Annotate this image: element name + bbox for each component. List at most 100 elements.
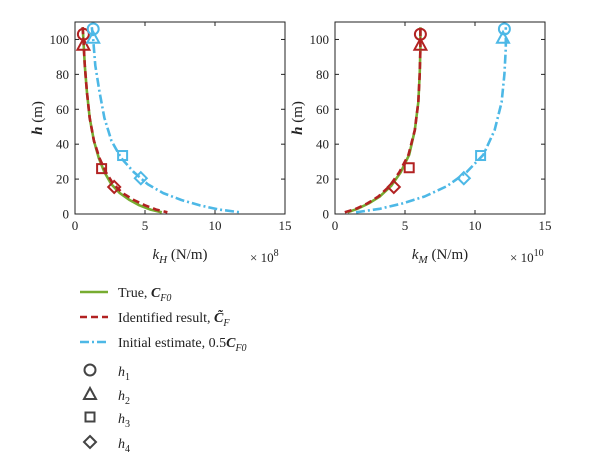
legend-label: Initial estimate, 0.5CF0 (118, 336, 247, 354)
x-axis-label-sub: M (418, 254, 429, 266)
x-axis-label-unit: (N/m) (167, 247, 207, 263)
y-tick-label: 20 (56, 172, 69, 187)
marker-triangle (75, 36, 92, 51)
legend-label: h4 (118, 437, 130, 455)
y-tick-label: 20 (316, 172, 329, 187)
x-tick-label: 15 (539, 218, 552, 233)
legend-subscript: 1 (125, 372, 130, 383)
marker-triangle (495, 29, 511, 44)
legend-subscript: 2 (125, 396, 130, 407)
legend-entry-7: h4 (82, 434, 130, 455)
marker-square (117, 150, 129, 162)
legend-var: h (118, 365, 125, 380)
legend-text: True, (118, 286, 151, 301)
legend-subscript: F0 (234, 343, 246, 354)
x-axis-label: kM (N/m) (412, 247, 468, 266)
y-axis-label-var: h (290, 127, 306, 135)
legend-label: h2 (118, 389, 130, 407)
marker-diamond (456, 170, 472, 186)
legend-text: Identified result, (118, 311, 214, 326)
x-tick-label: 10 (469, 218, 482, 233)
plot-area (344, 27, 508, 214)
legend-var: h (118, 412, 125, 427)
x-axis-label-var: k (152, 247, 159, 263)
legend-label: True, CF0 (118, 286, 171, 304)
legend-marker-triangle (82, 385, 98, 400)
series-line-3 (90, 27, 241, 214)
legend-label: h3 (118, 412, 130, 430)
legend-symbol: C (151, 286, 161, 301)
x-tick-label: 0 (72, 218, 79, 233)
legend-subscript: 4 (125, 444, 130, 455)
x-tick-label: 5 (142, 218, 149, 233)
x-axis-multiplier: × 108 (250, 248, 279, 265)
y-axis-label-unit: (m) (30, 101, 46, 126)
x-multiplier-exponent: 10 (534, 248, 544, 259)
marker-circle (86, 22, 100, 36)
series-line-3 (355, 27, 508, 214)
y-tick-label: 0 (323, 207, 330, 222)
legend-subscript: F (222, 318, 230, 329)
legend-entry-1: True, CF0 (80, 286, 171, 304)
x-multiplier-exponent: 8 (274, 248, 279, 259)
legend-label: h1 (118, 365, 130, 383)
x-multiplier-base: × 10 (510, 250, 534, 265)
y-axis-label: h (m) (290, 101, 306, 135)
marker-square (475, 150, 487, 162)
legend-entry-4: h1 (83, 363, 130, 383)
legend-symbol: C (226, 336, 236, 351)
x-axis-label-var: k (412, 247, 419, 263)
legend-marker-square (84, 411, 96, 423)
legend-entry-6: h3 (84, 411, 130, 430)
x-axis-multiplier: × 1010 (510, 248, 544, 265)
legend-entry-3: Initial estimate, 0.5CF0 (80, 336, 247, 354)
marker-diamond (386, 179, 402, 195)
legend-text: Initial estimate, 0.5 (118, 336, 226, 351)
legend-marker-circle (83, 363, 97, 377)
marker-triangle (412, 36, 429, 51)
y-tick-label: 0 (63, 207, 70, 222)
marker-square (403, 162, 415, 174)
legend-entry-5: h2 (82, 385, 130, 407)
y-tick-label: 40 (56, 137, 69, 152)
series-line-2 (344, 27, 422, 214)
legend-subscript: F0 (159, 293, 171, 304)
x-axis-label-sub: H (158, 254, 168, 266)
y-tick-label: 100 (50, 32, 70, 47)
marker-diamond (133, 170, 149, 186)
x-tick-label: 0 (332, 218, 339, 233)
axes-box (74, 21, 286, 215)
x-axis-label-unit: (N/m) (428, 247, 468, 263)
legend-label: Identified result, C̃F (118, 308, 230, 329)
legend-var: h (118, 437, 125, 452)
y-axis-label-unit: (m) (290, 101, 306, 126)
legend-var: h (118, 389, 125, 404)
series-line-2 (81, 27, 168, 214)
y-tick-label: 60 (56, 102, 69, 117)
x-axis-label: kH (N/m) (152, 247, 207, 266)
x-tick-label: 5 (402, 218, 409, 233)
legend-symbol: C̃ (214, 308, 224, 326)
y-tick-label: 40 (316, 137, 329, 152)
plot-area (81, 27, 241, 214)
axes-box (334, 21, 546, 215)
y-tick-label: 80 (316, 67, 329, 82)
legend-marker-diamond (82, 434, 98, 450)
chart-panel-1: 0 5 10 15 0 20 40 60 80 100 h (m) kH (N/m) × 108 (30, 21, 292, 266)
x-tick-label: 15 (279, 218, 292, 233)
x-multiplier-base: × 10 (250, 250, 274, 265)
legend-subscript: 3 (125, 419, 130, 430)
y-axis-label: h (m) (30, 101, 46, 135)
x-tick-label: 10 (209, 218, 222, 233)
marker-square (96, 163, 108, 175)
y-tick-label: 60 (316, 102, 329, 117)
y-axis-label-var: h (30, 127, 46, 135)
marker-triangle (85, 29, 101, 44)
series-line-1 (347, 27, 422, 214)
marker-diamond (106, 179, 122, 195)
y-tick-label: 100 (310, 32, 330, 47)
y-tick-label: 80 (56, 67, 69, 82)
